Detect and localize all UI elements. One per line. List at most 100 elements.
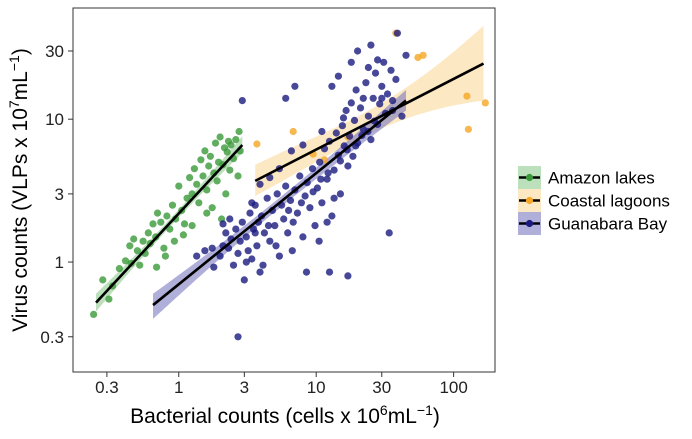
- data-points: [90, 29, 489, 341]
- point-guanabara-bay: [367, 136, 375, 144]
- point-guanabara-bay: [259, 261, 267, 269]
- point-guanabara-bay: [299, 233, 307, 241]
- point-guanabara-bay: [264, 222, 273, 230]
- point-guanabara-bay: [383, 90, 392, 98]
- point-amazon-lakes: [223, 148, 231, 156]
- point-amazon-lakes: [206, 152, 214, 160]
- fit-line-guanabara-bay: [152, 99, 407, 307]
- point-guanabara-bay: [240, 276, 248, 284]
- x-axis-ticks: 0.3 1 3 10 30 100: [95, 372, 468, 397]
- point-guanabara-bay: [242, 233, 250, 241]
- y-tick-label: 10: [45, 110, 64, 129]
- point-amazon-lakes: [170, 237, 178, 245]
- point-amazon-lakes: [139, 237, 147, 245]
- legend-key-point: [525, 219, 534, 228]
- point-guanabara-bay: [336, 157, 344, 165]
- point-guanabara-bay: [302, 268, 311, 276]
- point-guanabara-bay: [385, 229, 393, 237]
- point-guanabara-bay: [323, 175, 331, 183]
- point-guanabara-bay: [219, 220, 227, 228]
- point-amazon-lakes: [195, 199, 203, 207]
- point-guanabara-bay: [296, 172, 304, 180]
- point-amazon-lakes: [121, 257, 130, 265]
- point-guanabara-bay: [344, 272, 352, 280]
- point-guanabara-bay: [271, 222, 279, 230]
- point-guanabara-bay: [291, 82, 299, 90]
- point-guanabara-bay: [234, 333, 242, 341]
- point-guanabara-bay: [356, 104, 365, 112]
- point-guanabara-bay: [248, 255, 256, 263]
- point-guanabara-bay: [238, 97, 246, 105]
- point-guanabara-bay: [330, 166, 338, 174]
- y-axis-title: Virus counts (VLPs x 107mL−1): [6, 48, 32, 332]
- point-guanabara-bay: [380, 58, 388, 66]
- point-guanabara-bay: [364, 112, 372, 120]
- point-guanabara-bay: [288, 247, 296, 255]
- point-guanabara-bay: [323, 218, 331, 226]
- point-guanabara-bay: [318, 127, 326, 136]
- point-amazon-lakes: [235, 127, 243, 136]
- legend-label: Coastal lagoons: [548, 192, 670, 211]
- point-guanabara-bay: [210, 263, 218, 271]
- point-guanabara-bay: [273, 190, 281, 198]
- point-guanabara-bay: [354, 47, 362, 55]
- point-guanabara-bay: [393, 29, 401, 37]
- point-guanabara-bay: [402, 51, 410, 59]
- point-amazon-lakes: [161, 252, 169, 260]
- point-guanabara-bay: [389, 97, 397, 105]
- point-guanabara-bay: [339, 114, 348, 122]
- point-amazon-lakes: [197, 156, 205, 164]
- confidence-bands: [96, 25, 484, 319]
- point-guanabara-bay: [398, 112, 406, 120]
- point-guanabara-bay: [364, 63, 372, 72]
- y-axis-title-end: ): [9, 48, 32, 55]
- point-guanabara-bay: [344, 162, 352, 170]
- point-amazon-lakes: [153, 209, 162, 217]
- point-amazon-lakes: [226, 166, 234, 174]
- point-guanabara-bay: [330, 194, 338, 202]
- point-guanabara-bay: [256, 180, 264, 188]
- point-guanabara-bay: [350, 116, 359, 124]
- point-guanabara-bay: [222, 229, 230, 237]
- point-guanabara-bay: [236, 237, 244, 245]
- y-axis-title-mid: mL: [9, 71, 32, 100]
- point-guanabara-bay: [256, 268, 264, 276]
- point-amazon-lakes: [188, 222, 196, 230]
- point-guanabara-bay: [332, 129, 340, 137]
- point-guanabara-bay: [369, 94, 377, 102]
- point-coastal-lagoons: [463, 92, 471, 100]
- point-guanabara-bay: [293, 209, 301, 217]
- x-axis-title-exp: 6: [380, 402, 388, 418]
- point-amazon-lakes: [183, 194, 191, 202]
- point-guanabara-bay: [242, 258, 250, 266]
- point-guanabara-bay: [275, 252, 283, 260]
- point-amazon-lakes: [144, 229, 152, 237]
- point-guanabara-bay: [238, 218, 246, 226]
- point-guanabara-bay: [338, 122, 346, 130]
- point-amazon-lakes: [99, 276, 107, 284]
- point-guanabara-bay: [208, 244, 216, 252]
- legend-key-point: [525, 196, 534, 205]
- point-guanabara-bay: [336, 190, 344, 198]
- point-guanabara-bay: [342, 106, 350, 115]
- point-amazon-lakes: [90, 310, 98, 318]
- point-guanabara-bay: [282, 94, 290, 102]
- point-amazon-lakes: [157, 218, 165, 226]
- y-tick-label: 30: [45, 42, 64, 61]
- point-guanabara-bay: [232, 225, 240, 233]
- y-axis-ticks: 0.3 1 3 10 30: [40, 42, 73, 347]
- point-amazon-lakes: [186, 174, 194, 182]
- x-tick-label: 100: [439, 378, 467, 397]
- point-guanabara-bay: [234, 249, 242, 257]
- point-guanabara-bay: [287, 147, 295, 155]
- point-coastal-lagoons: [253, 140, 261, 148]
- point-guanabara-bay: [315, 237, 323, 245]
- legend-label: Guanabara Bay: [548, 215, 668, 234]
- point-amazon-lakes: [199, 172, 207, 180]
- point-guanabara-bay: [309, 188, 317, 196]
- point-guanabara-bay: [280, 215, 288, 223]
- point-amazon-lakes: [201, 147, 209, 155]
- x-axis-title: Bacterial counts (cells x 106mL−1): [130, 402, 440, 428]
- fit-line-coastal-lagoons: [254, 62, 485, 183]
